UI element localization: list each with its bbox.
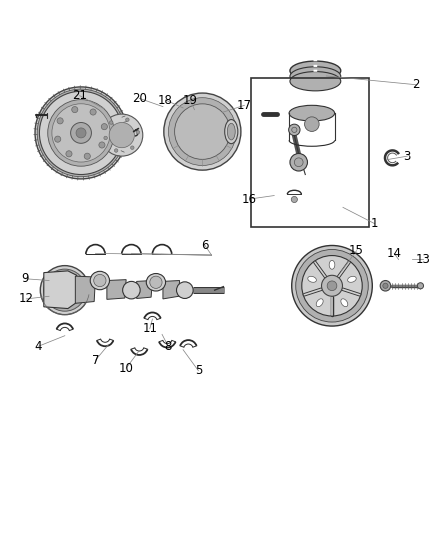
Circle shape	[380, 280, 391, 291]
Circle shape	[296, 249, 368, 322]
Ellipse shape	[123, 281, 140, 299]
Bar	[251, 78, 369, 227]
Ellipse shape	[308, 276, 316, 282]
Text: 21: 21	[72, 89, 87, 102]
Circle shape	[55, 136, 61, 142]
Circle shape	[136, 131, 140, 134]
Circle shape	[57, 118, 63, 124]
Ellipse shape	[146, 273, 166, 291]
Text: 11: 11	[142, 322, 157, 335]
Circle shape	[175, 104, 230, 159]
Circle shape	[84, 153, 90, 159]
Circle shape	[48, 100, 114, 166]
Circle shape	[131, 146, 134, 149]
Circle shape	[294, 158, 303, 167]
Text: 2: 2	[412, 78, 420, 91]
Polygon shape	[44, 271, 77, 309]
Text: 3: 3	[404, 150, 411, 163]
Text: 9: 9	[21, 272, 29, 285]
Circle shape	[40, 265, 89, 314]
Text: 12: 12	[19, 293, 34, 305]
Ellipse shape	[329, 261, 335, 269]
Text: 4: 4	[35, 340, 42, 353]
Circle shape	[101, 124, 107, 130]
Circle shape	[66, 151, 72, 157]
Circle shape	[169, 98, 236, 166]
Polygon shape	[107, 280, 126, 300]
Circle shape	[99, 142, 105, 148]
Ellipse shape	[289, 106, 335, 121]
Circle shape	[90, 109, 96, 115]
Text: 7: 7	[92, 354, 99, 367]
Circle shape	[291, 197, 297, 203]
Circle shape	[304, 117, 319, 132]
Text: 15: 15	[349, 244, 364, 257]
Ellipse shape	[290, 71, 341, 91]
Circle shape	[114, 149, 118, 152]
Polygon shape	[137, 280, 152, 298]
Circle shape	[289, 124, 300, 135]
Circle shape	[104, 136, 107, 140]
Ellipse shape	[90, 271, 110, 290]
Circle shape	[164, 93, 241, 170]
Ellipse shape	[348, 276, 356, 282]
Circle shape	[383, 283, 388, 288]
Text: 14: 14	[387, 247, 402, 260]
Text: 18: 18	[158, 94, 173, 107]
Circle shape	[101, 114, 143, 156]
Circle shape	[126, 118, 129, 122]
Circle shape	[109, 123, 134, 148]
Circle shape	[327, 281, 337, 290]
Ellipse shape	[227, 123, 235, 140]
Circle shape	[37, 89, 125, 177]
Ellipse shape	[316, 299, 323, 306]
Circle shape	[44, 269, 86, 311]
Text: 8: 8	[165, 340, 172, 353]
Circle shape	[72, 107, 78, 112]
Text: 5: 5	[195, 364, 202, 377]
Polygon shape	[163, 280, 180, 299]
Ellipse shape	[290, 61, 341, 80]
Text: 1: 1	[371, 217, 378, 230]
Circle shape	[292, 127, 297, 133]
Circle shape	[292, 246, 372, 326]
Circle shape	[290, 154, 307, 171]
Text: 19: 19	[183, 94, 198, 108]
Circle shape	[150, 276, 162, 288]
Text: 20: 20	[132, 92, 147, 105]
Text: 13: 13	[415, 253, 430, 266]
Text: 17: 17	[237, 99, 252, 112]
Circle shape	[52, 104, 110, 162]
Text: 10: 10	[119, 361, 134, 375]
Text: 6: 6	[201, 239, 209, 252]
Circle shape	[321, 276, 343, 296]
Ellipse shape	[225, 119, 238, 143]
Text: 16: 16	[242, 192, 257, 206]
Circle shape	[76, 128, 86, 138]
Circle shape	[94, 274, 106, 287]
Ellipse shape	[290, 67, 341, 86]
Polygon shape	[75, 276, 95, 303]
Ellipse shape	[177, 282, 193, 298]
Circle shape	[71, 123, 92, 143]
Circle shape	[417, 282, 424, 289]
Circle shape	[110, 121, 113, 124]
Circle shape	[54, 280, 75, 301]
Circle shape	[39, 91, 123, 174]
Ellipse shape	[341, 299, 348, 306]
Circle shape	[302, 255, 362, 316]
Circle shape	[35, 87, 127, 179]
